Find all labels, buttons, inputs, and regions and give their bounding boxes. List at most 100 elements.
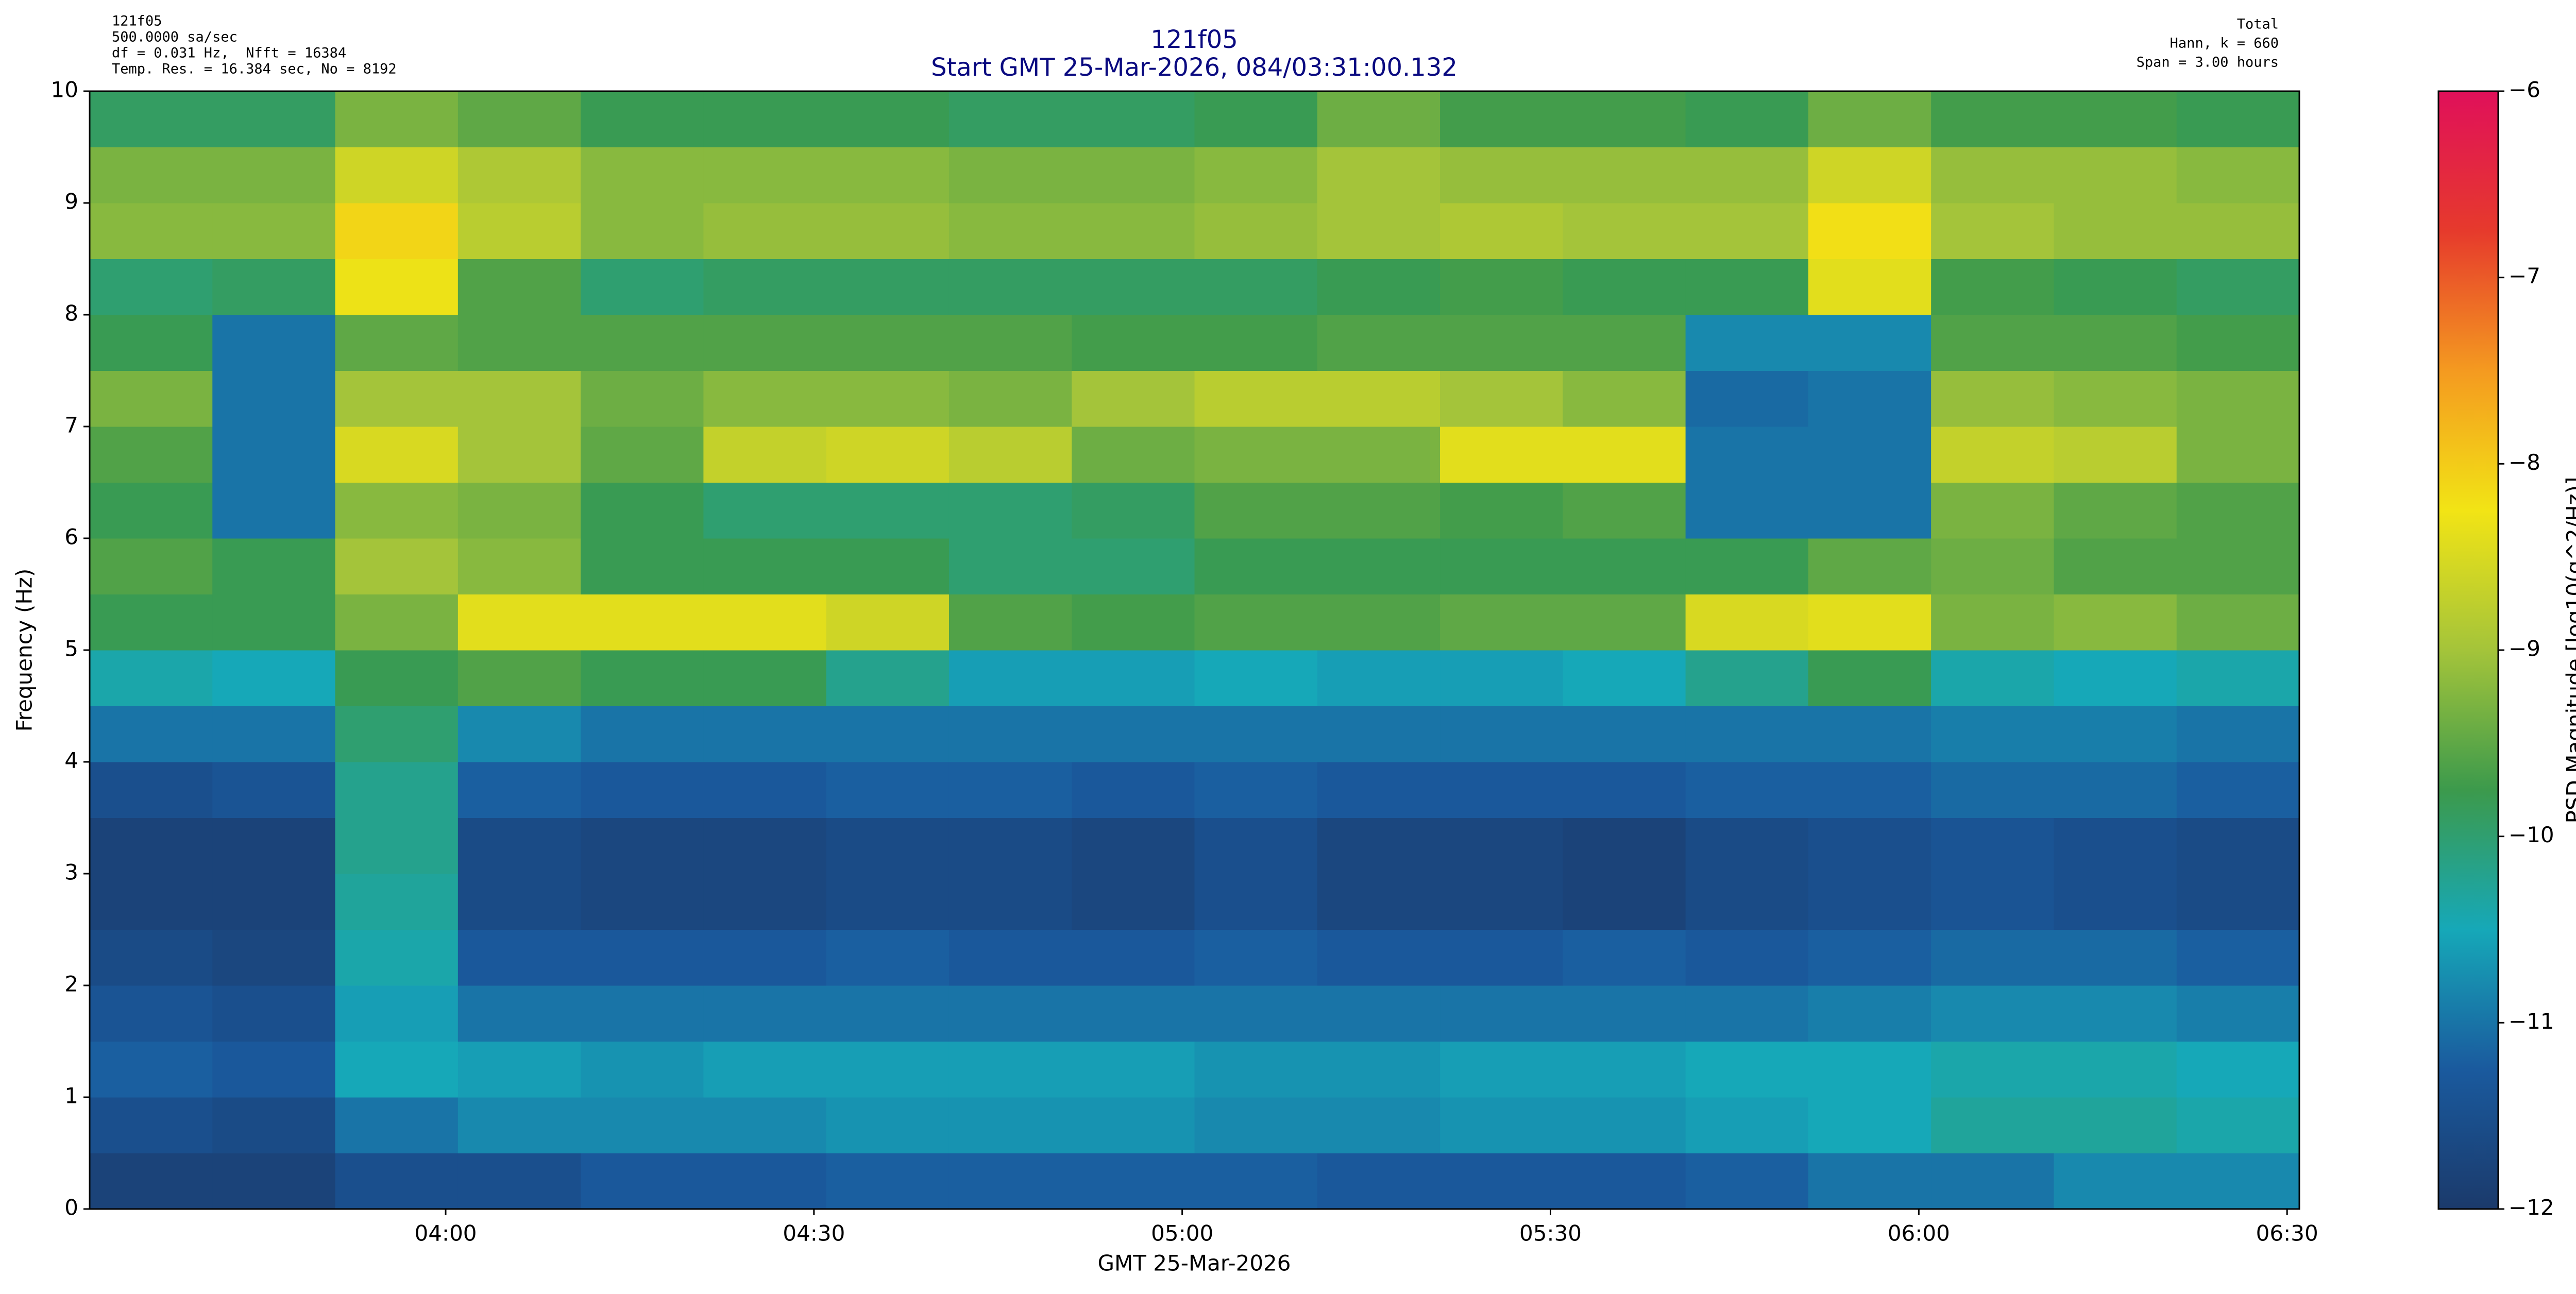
heatmap-cell <box>90 427 213 483</box>
heatmap-cell <box>2176 985 2300 1042</box>
heatmap-cell <box>1808 762 1931 818</box>
heatmap-cell <box>1931 594 2054 651</box>
heatmap-cell <box>1931 1097 2054 1153</box>
heatmap-cell <box>1317 91 1440 147</box>
heatmap-cell <box>90 818 213 874</box>
heatmap-cell <box>948 482 1072 539</box>
heatmap-cell <box>1563 1153 1686 1210</box>
heatmap-cell <box>1317 762 1440 818</box>
heatmap-cell <box>703 370 827 427</box>
heatmap-cell <box>581 1041 704 1098</box>
heatmap-cell <box>826 874 950 930</box>
heatmap-cell <box>1440 706 1563 762</box>
heatmap-cell <box>212 315 336 371</box>
heatmap-cell <box>1072 370 1195 427</box>
y-tick-label: 2 <box>64 972 78 997</box>
heatmap-cell <box>1317 650 1440 706</box>
heatmap-cell <box>1317 1097 1440 1153</box>
heatmap-cell <box>1808 427 1931 483</box>
heatmap-cell <box>1808 594 1931 651</box>
heatmap-cell <box>1931 1041 2054 1098</box>
chart-title: 121f05 <box>1150 25 1238 54</box>
heatmap-cell <box>90 538 213 594</box>
heatmap-cell <box>1563 985 1686 1042</box>
heatmap-cell <box>1440 818 1563 874</box>
heatmap-cell <box>1194 594 1318 651</box>
heatmap-cell <box>948 818 1072 874</box>
heatmap-cell <box>212 203 336 259</box>
heatmap-cell <box>1194 259 1318 315</box>
heatmap-cell <box>1931 818 2054 874</box>
heatmap-cell <box>1685 594 1809 651</box>
heatmap-cell <box>1808 650 1931 706</box>
heatmap-cell <box>1563 762 1686 818</box>
heatmap-cell <box>703 706 827 762</box>
heatmap-cell <box>335 259 459 315</box>
heatmap-cell <box>1685 147 1809 203</box>
heatmap-cell <box>1931 874 2054 930</box>
heatmap-cell <box>1194 706 1318 762</box>
heatmap-cell <box>1194 985 1318 1042</box>
heatmap-cell <box>826 147 950 203</box>
info-left-line: 500.0000 sa/sec <box>112 29 238 45</box>
heatmap-cell <box>948 1097 1072 1153</box>
heatmap-cell <box>1563 538 1686 594</box>
heatmap-cell <box>1563 147 1686 203</box>
colorbar <box>2437 90 2499 1210</box>
heatmap-cell <box>1194 315 1318 371</box>
heatmap-cell <box>1931 315 2054 371</box>
heatmap-cell <box>90 482 213 539</box>
heatmap-cell <box>457 91 581 147</box>
heatmap-cell <box>826 370 950 427</box>
y-tick-label: 5 <box>64 636 78 661</box>
heatmap-cell <box>1317 874 1440 930</box>
heatmap-cell <box>703 259 827 315</box>
colorbar-tick-label: −12 <box>2509 1195 2554 1220</box>
heatmap-cell <box>1440 1041 1563 1098</box>
heatmap-cell <box>948 594 1072 651</box>
heatmap-cell <box>2054 91 2177 147</box>
heatmap-cell <box>1808 1097 1931 1153</box>
heatmap-cell <box>1685 370 1809 427</box>
x-tick-label: 05:00 <box>1151 1221 1213 1246</box>
heatmap-cell <box>1317 929 1440 986</box>
heatmap-cell <box>703 1097 827 1153</box>
heatmap-cell <box>1317 482 1440 539</box>
heatmap-cell <box>826 762 950 818</box>
heatmap-cell <box>212 427 336 483</box>
heatmap-cell <box>1440 594 1563 651</box>
heatmap-cell <box>826 1153 950 1210</box>
heatmap-cell <box>2176 762 2300 818</box>
x-tick-label: 05:30 <box>1519 1221 1582 1246</box>
heatmap-cell <box>1685 315 1809 371</box>
heatmap-cell <box>335 762 459 818</box>
heatmap-cell <box>335 91 459 147</box>
heatmap-cell <box>1317 1153 1440 1210</box>
heatmap-cell <box>212 91 336 147</box>
heatmap-cell <box>1808 91 1931 147</box>
y-tick-label: 9 <box>64 189 78 214</box>
heatmap-cell <box>1931 650 2054 706</box>
heatmap-cell <box>1563 91 1686 147</box>
heatmap-cell <box>1194 370 1318 427</box>
heatmap-cell <box>1072 538 1195 594</box>
heatmap-cell <box>457 929 581 986</box>
heatmap-cell <box>2054 315 2177 371</box>
heatmap-cell <box>1072 929 1195 986</box>
heatmap-cell <box>1440 147 1563 203</box>
heatmap-cell <box>1563 706 1686 762</box>
x-tick-label: 06:30 <box>2256 1221 2318 1246</box>
heatmap-cell <box>2054 929 2177 986</box>
heatmap-cell <box>1931 91 2054 147</box>
heatmap-cell <box>1931 370 2054 427</box>
heatmap-cell <box>1808 370 1931 427</box>
heatmap-cell <box>1194 818 1318 874</box>
heatmap-cell <box>335 929 459 986</box>
heatmap-cell <box>2176 1097 2300 1153</box>
heatmap-cell <box>335 427 459 483</box>
heatmap-cell <box>1685 874 1809 930</box>
heatmap-cell <box>581 594 704 651</box>
heatmap-cell <box>1440 1097 1563 1153</box>
heatmap-cell <box>1072 91 1195 147</box>
